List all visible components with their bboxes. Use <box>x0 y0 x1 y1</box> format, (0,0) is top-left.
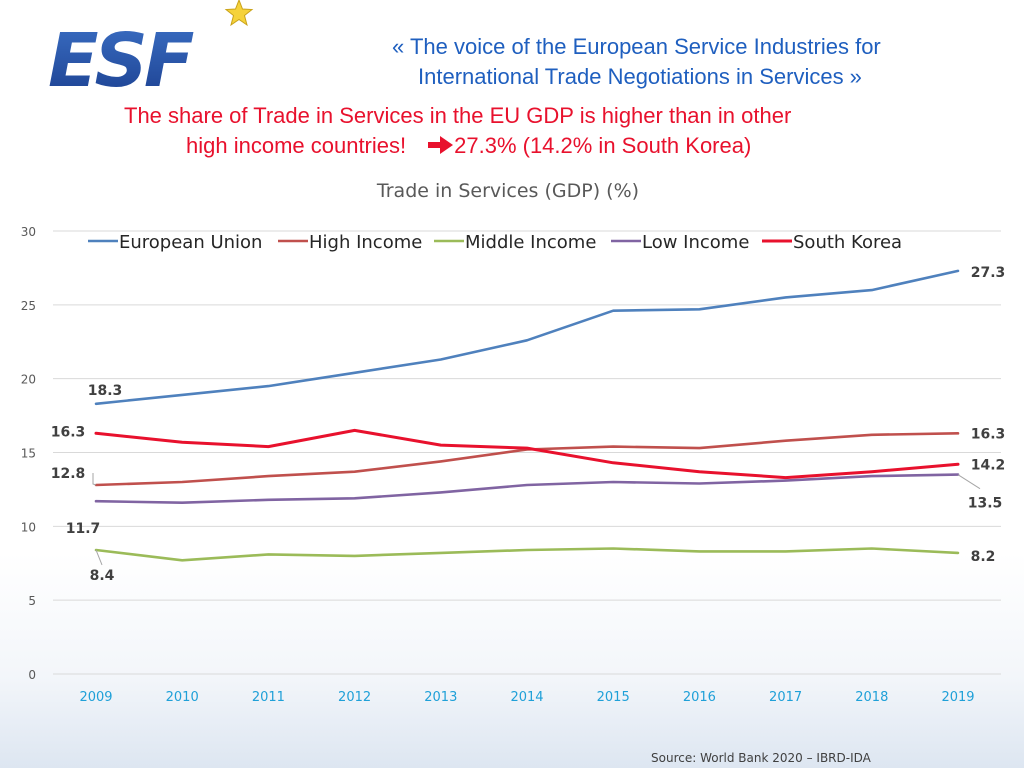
headline-line-2-text: high income countries! <box>186 133 407 158</box>
y-tick-label: 5 <box>28 594 36 608</box>
x-tick-label: 2009 <box>79 690 112 705</box>
legend-label: Low Income <box>642 232 749 253</box>
headline-line-2: high income countries! 27.3% (14.2% in So… <box>186 131 980 161</box>
data-label: 18.3 <box>88 383 123 399</box>
data-label: 8.4 <box>90 568 115 584</box>
tagline-line-1: « The voice of the European Service Indu… <box>392 34 881 59</box>
source-note: Source: World Bank 2020 – IBRD-IDA <box>651 751 871 765</box>
y-tick-label: 30 <box>21 225 36 239</box>
series-line-low-income <box>94 473 960 505</box>
x-tick-label: 2017 <box>769 690 802 705</box>
x-tick-label: 2016 <box>683 690 716 705</box>
x-tick-label: 2013 <box>424 690 457 705</box>
series-line-european-union <box>94 269 960 406</box>
arrow-right-icon <box>428 136 454 154</box>
x-tick-label: 2012 <box>338 690 371 705</box>
series-line-middle-income <box>94 547 960 562</box>
data-label: 13.5 <box>968 496 1003 512</box>
data-label: 12.8 <box>51 466 86 482</box>
tagline: « The voice of the European Service Indu… <box>380 32 1000 92</box>
leader-line <box>957 474 981 490</box>
legend-label: South Korea <box>793 232 902 253</box>
x-tick-label: 2018 <box>855 690 888 705</box>
x-tick-label: 2015 <box>597 690 630 705</box>
legend-label: European Union <box>119 232 262 253</box>
leader-line <box>92 472 97 486</box>
y-tick-label: 15 <box>21 447 36 461</box>
headline-line-1: The share of Trade in Services in the EU… <box>124 103 792 128</box>
data-label: 8.2 <box>971 549 996 565</box>
x-tick-label: 2019 <box>941 690 974 705</box>
data-label: 16.3 <box>51 424 86 440</box>
chart-title: Trade in Services (GDP) (%) <box>376 180 640 202</box>
leader-line <box>95 549 103 566</box>
data-label: 27.3 <box>971 265 1006 281</box>
logo-text: ESF <box>48 18 194 100</box>
x-tick-label: 2011 <box>252 690 285 705</box>
y-tick-label: 20 <box>21 373 36 387</box>
x-tick-label: 2010 <box>166 690 199 705</box>
y-tick-label: 0 <box>28 668 36 682</box>
data-label: 14.2 <box>971 457 1006 473</box>
data-label: 11.7 <box>66 521 101 537</box>
legend-label: High Income <box>309 232 422 253</box>
tagline-line-2: International Trade Negotiations in Serv… <box>418 64 862 89</box>
series-line-south-korea <box>94 428 960 480</box>
esf-logo: ESF <box>46 0 266 104</box>
y-tick-label: 10 <box>21 520 36 534</box>
headline: The share of Trade in Services in the EU… <box>40 101 980 161</box>
headline-stat: 27.3% (14.2% in South Korea) <box>454 133 752 158</box>
x-tick-label: 2014 <box>510 690 543 705</box>
star-icon <box>224 0 254 27</box>
data-label: 16.3 <box>971 426 1006 442</box>
legend-label: Middle Income <box>465 232 596 253</box>
y-tick-label: 25 <box>21 299 36 313</box>
